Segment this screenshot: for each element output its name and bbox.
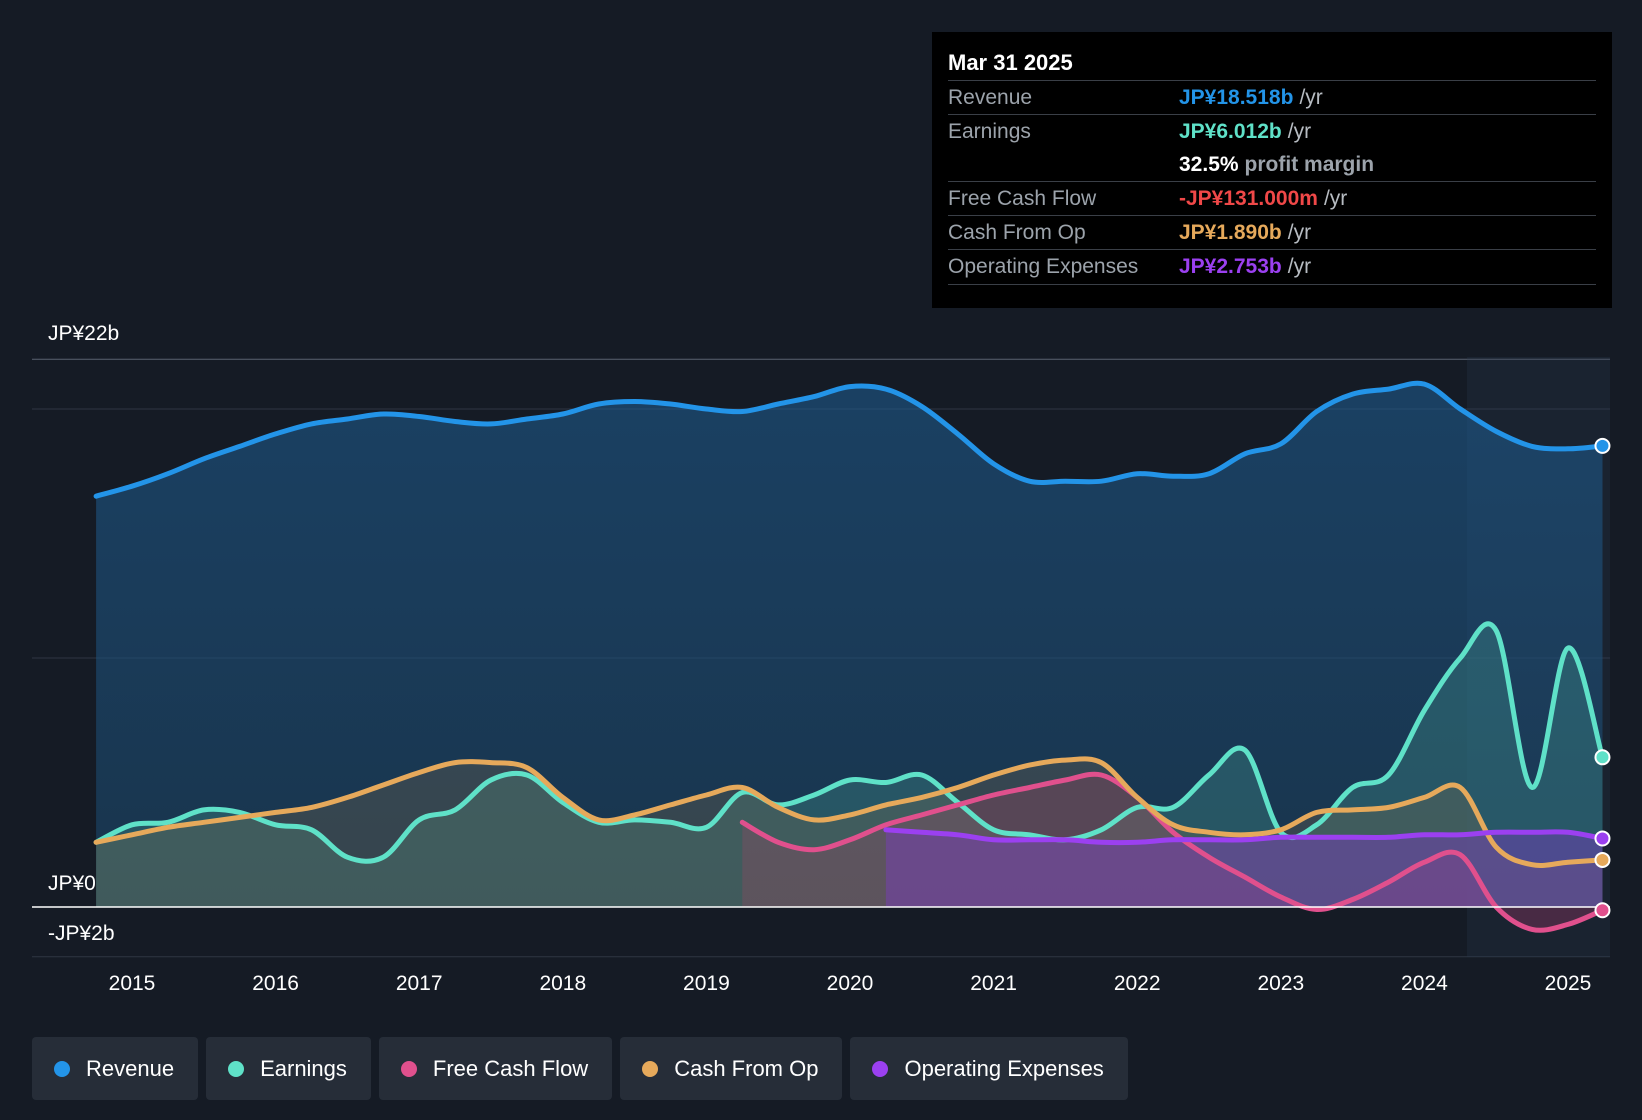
endpoint-operating-expenses [1594,830,1611,847]
tooltip-value: 32.5% [1179,153,1239,176]
legend-item-earnings[interactable]: Earnings [206,1037,371,1100]
tooltip-value: -JP¥131.000m [1179,187,1318,210]
legend-item-revenue[interactable]: Revenue [32,1037,199,1100]
endpoint-revenue [1594,437,1611,454]
series-lines [93,380,1605,933]
x-axis: 2015 2016 2017 2018 2019 2020 2021 2022 2023 2024… [109,972,1592,995]
tooltip-label: Revenue [948,86,1033,109]
tooltip-label: Cash From Op [948,221,1086,244]
area-operating-expenses [885,829,1603,907]
x-tick-label: 2016 [252,972,299,995]
y-tick-label-bottom: -JP¥2b [48,922,115,945]
area-revenue [96,383,1603,907]
tooltip-unit: /yr [1287,221,1312,244]
legend-dot-icon [228,1060,245,1077]
area-free-cash-flow [742,774,1603,931]
line-cash-from-op [93,756,1605,868]
tooltip-label-empty [948,148,1179,181]
legend-dot-icon [872,1060,889,1077]
legend-label: Earnings [260,1055,347,1081]
x-tick-label: 2025 [1545,972,1592,995]
x-tick-label: 2021 [970,972,1017,995]
tooltip-row-fcf: Free Cash Flow -JP¥131.000m /yr [948,181,1596,215]
tooltip-row-margin: 32.5% profit margin [948,148,1596,181]
series-endpoints [1594,437,1611,919]
x-tick-label: 2024 [1401,972,1448,995]
series-areas [96,383,1603,931]
x-tick-label: 2018 [539,972,586,995]
tooltip-unit: /yr [1287,120,1312,143]
tooltip-row-opex: Operating Expenses JP¥2.753b /yr [948,249,1596,285]
endpoint-cash-from-op [1594,851,1611,868]
legend-dot-icon [642,1060,659,1077]
y-tick-label-zero: JP¥0 [48,872,96,895]
y-tick-label-top: JP¥22b [48,322,119,345]
tooltip-value: JP¥18.518b [1179,86,1294,109]
x-tick-label: 2023 [1257,972,1304,995]
tooltip-date: Mar 31 2025 [948,50,1073,75]
x-tick-label: 2022 [1114,972,1161,995]
x-tick-label: 2015 [109,972,156,995]
line-operating-expenses [883,827,1605,846]
endpoint-free-cash-flow [1594,902,1611,919]
legend: Revenue Earnings Free Cash Flow Cash Fro… [32,1037,1128,1100]
tooltip-value: JP¥2.753b [1179,255,1282,278]
legend-label: Revenue [86,1055,175,1081]
legend-label: Cash From Op [674,1055,819,1081]
tooltip-value: JP¥6.012b [1179,120,1282,143]
legend-item-cash-from-op[interactable]: Cash From Op [620,1037,843,1100]
line-earnings [93,621,1605,864]
tooltip-row-earnings: Earnings JP¥6.012b /yr [948,114,1596,148]
line-free-cash-flow [739,771,1605,933]
legend-label: Operating Expenses [904,1055,1104,1081]
endpoint-earnings [1594,749,1611,766]
tooltip: Mar 31 2025 Revenue JP¥18.518b /yr Earni… [932,32,1612,308]
legend-label: Free Cash Flow [432,1055,589,1081]
tooltip-unit: /yr [1299,86,1323,109]
x-tick-label: 2017 [396,972,443,995]
legend-dot-icon [54,1060,70,1077]
tooltip-label: Operating Expenses [948,255,1139,278]
line-revenue [93,380,1605,499]
tooltip-row-revenue: Revenue JP¥18.518b /yr [948,80,1596,114]
legend-dot-icon [400,1060,417,1077]
tooltip-unit: /yr [1287,255,1312,278]
y-axis: JP¥22b JP¥0 -JP¥2b [48,322,119,945]
x-tick-label: 2020 [827,972,874,995]
legend-item-free-cash-flow[interactable]: Free Cash Flow [378,1037,613,1100]
tooltip-label: Earnings [948,120,1031,143]
tooltip-row-cfo: Cash From Op JP¥1.890b /yr [948,215,1596,249]
tooltip-unit: /yr [1323,187,1348,210]
tooltip-label: Free Cash Flow [948,187,1097,210]
tooltip-unit: profit margin [1244,153,1375,176]
x-tick-label: 2019 [683,972,730,995]
tooltip-value: JP¥1.890b [1179,221,1282,244]
legend-item-operating-expenses[interactable]: Operating Expenses [850,1037,1128,1100]
